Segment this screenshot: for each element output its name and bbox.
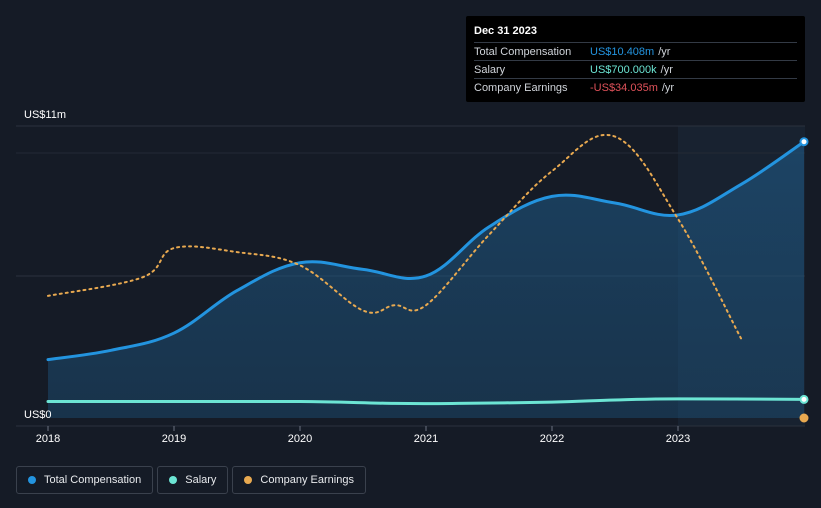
total-compensation-area: [48, 141, 804, 418]
company-earnings-dot-icon: [244, 476, 253, 484]
series-endpoints: [799, 137, 809, 423]
total-compensation-dot-icon: [28, 476, 36, 484]
x-tick-label: 2020: [288, 433, 312, 445]
tooltip-unit: /yr: [660, 63, 673, 76]
legend-label: Total Compensation: [44, 474, 142, 486]
tooltip-label: Salary: [474, 63, 506, 76]
tooltip-row-salary: Salary US$700.000k /yr: [474, 60, 797, 78]
y-axis-bottom-label: US$0: [24, 409, 52, 421]
legend-label: Salary: [185, 474, 217, 486]
company-earnings-line: [47, 134, 742, 340]
x-tick-label: 2022: [540, 433, 564, 445]
legend: Total Compensation Salary Company Earnin…: [16, 466, 366, 494]
total-compensation-line: [46, 140, 806, 362]
tooltip-unit: /yr: [658, 45, 671, 58]
legend-item-total-compensation[interactable]: Total Compensation: [16, 466, 154, 494]
salary-dot-icon: [169, 476, 178, 484]
company-earnings-endpoint: [799, 413, 809, 423]
tooltip-unit: /yr: [661, 81, 675, 94]
x-axis-ticks: 2018 2019 2020 2021 2022 2023: [36, 426, 690, 445]
x-tick-label: 2023: [666, 433, 690, 445]
legend-item-company-earnings[interactable]: Company Earnings: [232, 466, 366, 494]
tooltip-label: Total Compensation: [474, 45, 572, 58]
total-compensation-endpoint: [799, 137, 809, 147]
tooltip: Dec 31 2023 Total Compensation US$10.408…: [466, 16, 805, 102]
tooltip-label: Company Earnings: [474, 81, 568, 94]
tooltip-row-company-earnings: Company Earnings -US$34.035m /yr: [474, 78, 797, 96]
x-tick-label: 2021: [414, 433, 438, 445]
x-tick-label: 2018: [36, 433, 60, 445]
tooltip-value: US$10.408m: [590, 45, 655, 58]
tooltip-row-total-compensation: Total Compensation US$10.408m /yr: [474, 42, 797, 60]
legend-item-salary[interactable]: Salary: [157, 466, 229, 494]
series-lines: [46, 134, 806, 406]
x-tick-label: 2019: [162, 433, 186, 445]
tooltip-value: -US$34.035m: [590, 81, 658, 94]
tooltip-date: Dec 31 2023: [474, 25, 537, 37]
salary-endpoint: [799, 394, 809, 404]
salary-line: [46, 397, 806, 406]
legend-label: Company Earnings: [260, 474, 354, 486]
y-axis-top-label: US$11m: [24, 109, 66, 121]
tooltip-value: US$700.000k: [590, 63, 657, 76]
